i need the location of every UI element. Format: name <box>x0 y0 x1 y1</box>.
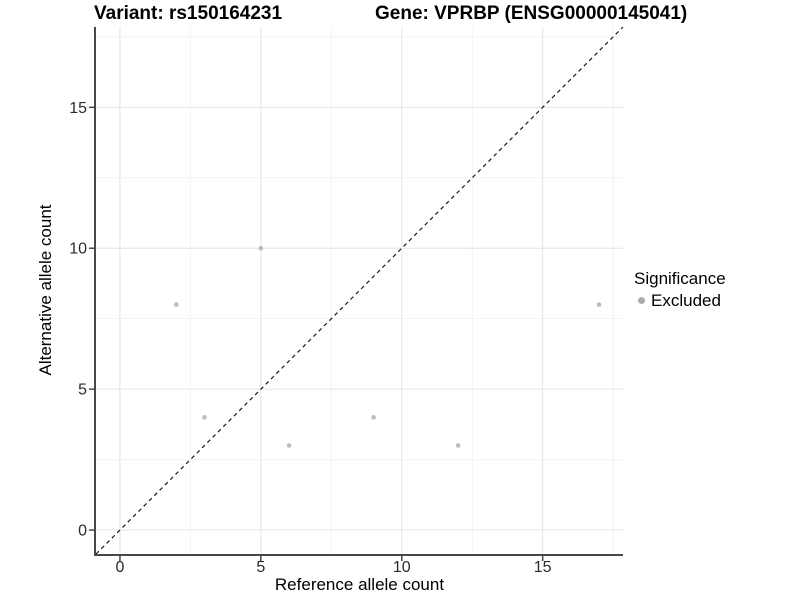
y-tick-label: 5 <box>78 382 87 399</box>
x-tick-label: 0 <box>116 559 125 576</box>
legend-item-excluded: Excluded <box>634 291 726 310</box>
gene-title: Gene: VPRBP (ENSG00000145041) <box>375 3 688 24</box>
data-point <box>596 302 602 307</box>
data-point <box>286 443 292 448</box>
data-point <box>202 415 207 420</box>
x-tick-label: 15 <box>534 559 552 576</box>
y-tick-label: 15 <box>69 100 87 117</box>
x-tick-label: 5 <box>256 559 265 576</box>
data-point <box>455 443 461 448</box>
data-point <box>174 302 179 307</box>
x-tick-label: 10 <box>393 559 411 576</box>
data-point <box>258 245 264 251</box>
data-point <box>371 415 376 420</box>
x-axis-title: Reference allele count <box>274 575 445 594</box>
variant-title: Variant: rs150164231 <box>94 3 283 24</box>
y-tick-label: 10 <box>69 241 87 258</box>
legend-title: Significance <box>634 269 726 288</box>
y-tick-label: 0 <box>78 523 87 540</box>
excluded-point-icon <box>638 297 645 304</box>
identity-line <box>95 26 624 555</box>
legend: Significance Excluded <box>634 269 726 310</box>
legend-item-label: Excluded <box>651 291 721 310</box>
